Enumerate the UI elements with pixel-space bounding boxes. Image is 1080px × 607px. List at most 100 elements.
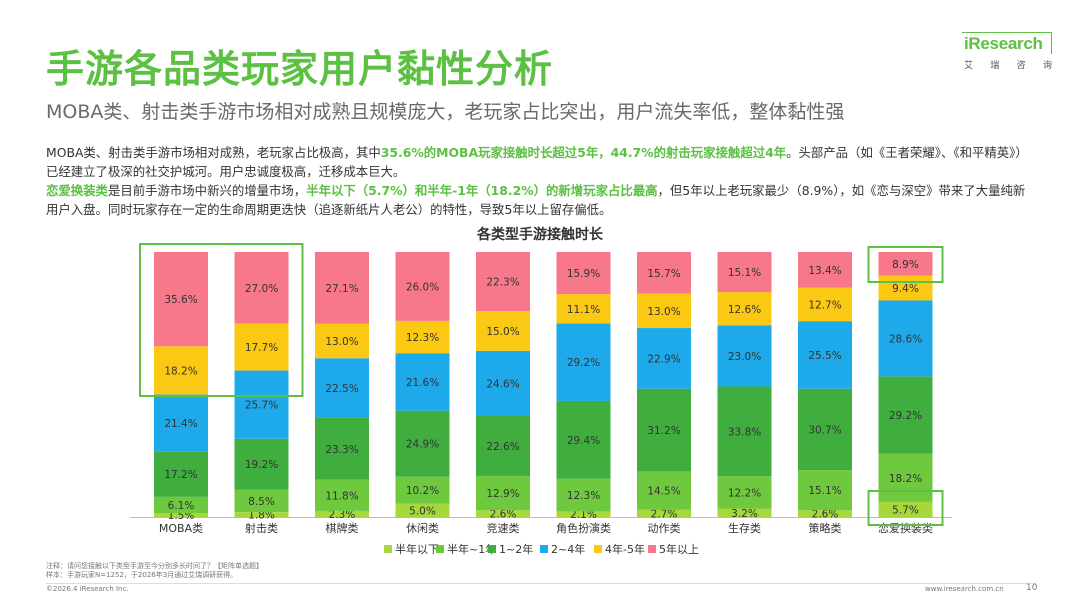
bar-segment [556,511,611,517]
bar-segment [878,275,933,301]
bar-segment [798,388,852,471]
bar-segment [234,252,289,324]
bar-segment [315,252,369,324]
data-label: 21.6% [406,377,439,389]
bar-segment [556,323,611,401]
bar-segment [315,358,369,418]
data-label: 23.3% [325,444,358,456]
bar-segment [234,512,289,517]
bar-segment [395,503,450,517]
data-label: 30.7% [808,424,841,436]
bar-segment [637,252,691,294]
data-label: 22.6% [486,441,519,453]
data-label: 19.2% [245,459,278,471]
footer-copyright: ©2026.4 iResearch Inc. [46,585,129,593]
bar-segment [476,416,530,476]
page-number: 10 [1026,583,1038,593]
bar-segment [476,350,530,417]
legend-swatch [488,545,496,553]
data-label: 15.0% [486,326,519,338]
data-label: 28.6% [889,333,922,345]
data-label: 24.9% [406,439,439,451]
data-label: 8.5% [248,496,275,508]
data-label: 17.7% [245,342,278,354]
para-text: ，但5年以上老玩家最少（8.9%），如《恋与深空》带来了大量纯新用户入盘。同时玩… [46,183,1026,217]
data-label: 21.4% [164,418,197,430]
bar-segment [234,438,289,490]
bar-segment [154,513,208,517]
bar-segment [154,394,208,452]
data-label: 2.1% [570,509,597,521]
bar-segment [154,252,208,347]
legend-label: 1~2年 [499,542,533,556]
logo-text: iResearch [964,34,1043,53]
bar-segment [234,370,289,439]
chart-title: 各类型手游接触时长 [477,227,603,243]
data-label: 2.6% [490,509,517,521]
legend-swatch [436,545,444,553]
bar-segment [154,346,208,395]
data-label: 26.0% [406,281,439,293]
para-highlight: 半年以下（5.7%）和半年-1年（18.2%）的新增玩家占比最高 [306,183,658,198]
data-label: 5.0% [409,505,436,517]
data-label: 22.5% [325,383,358,395]
bar-segment [717,325,772,387]
bar-segment [798,252,852,288]
bar-segment [717,508,772,517]
insight-paragraph: MOBA类、射击类手游市场相对成熟，老玩家占比极高，其中35.6%的MOBA玩家… [46,143,1036,219]
logo-char: 咨 [1016,61,1026,71]
data-label: 12.6% [728,304,761,316]
bar-segment [476,510,530,517]
data-label: 12.3% [406,332,439,344]
bar-segment [395,410,450,477]
bar-segment [878,300,933,377]
data-label: 2.6% [812,509,839,521]
category-label: 棋牌类 [326,521,359,535]
bar-segment [234,323,289,371]
bar-segment [315,417,369,480]
logo-frame [962,32,1052,54]
bar-segment [717,252,772,293]
data-label: 22.3% [486,277,519,289]
bar-segment [234,489,289,513]
footer-note-line: 注释：请问您接触以下类型手游至今分别多长时间了？【矩阵单选题】 [46,562,263,570]
data-label: 18.2% [164,365,197,377]
footer-note: 注释：请问您接触以下类型手游至今分别多长时间了？【矩阵单选题】 样本：手游玩家N… [46,562,263,580]
bar-segment [154,451,208,497]
bar-segment [476,252,530,312]
data-label: 12.9% [486,488,519,500]
bar-segment [878,453,933,502]
data-label: 8.9% [892,259,919,271]
category-label: 射击类 [245,521,278,535]
data-label: 31.2% [647,425,680,437]
footer-note-line: 样本：手游玩家N=1252，于2026年3月通过艾瑞调研获得。 [46,571,238,579]
bar-segment [637,471,691,510]
data-label: 5.7% [892,504,919,516]
data-label: 27.1% [325,283,358,295]
data-label: 2.3% [329,509,356,521]
category-label: MOBA类 [159,521,203,535]
data-label: 25.7% [245,400,278,412]
category-label: 动作类 [648,521,681,535]
data-label: 1.8% [248,510,275,522]
data-label: 33.8% [728,426,761,438]
legend-label: 5年以上 [659,542,699,556]
legend-label: 4年-5年 [605,542,645,556]
bar-segment [556,400,611,479]
category-label: 竞速类 [487,521,520,535]
bar-segment [798,470,852,511]
data-label: 13.0% [647,306,680,318]
legend-swatch [648,545,656,553]
bar-segment [717,292,772,326]
highlight-box-romance-top [867,246,944,283]
legend-swatch [540,545,548,553]
bar-segment [637,388,691,472]
legend-swatch [384,545,392,553]
data-label: 18.2% [889,473,922,485]
category-label: 休闲类 [406,521,439,535]
logo-char: 瑞 [990,61,1000,71]
page-title: 手游各品类玩家用户黏性分析 [46,47,554,91]
bar-segment [556,252,611,295]
bar-segment [556,478,611,512]
